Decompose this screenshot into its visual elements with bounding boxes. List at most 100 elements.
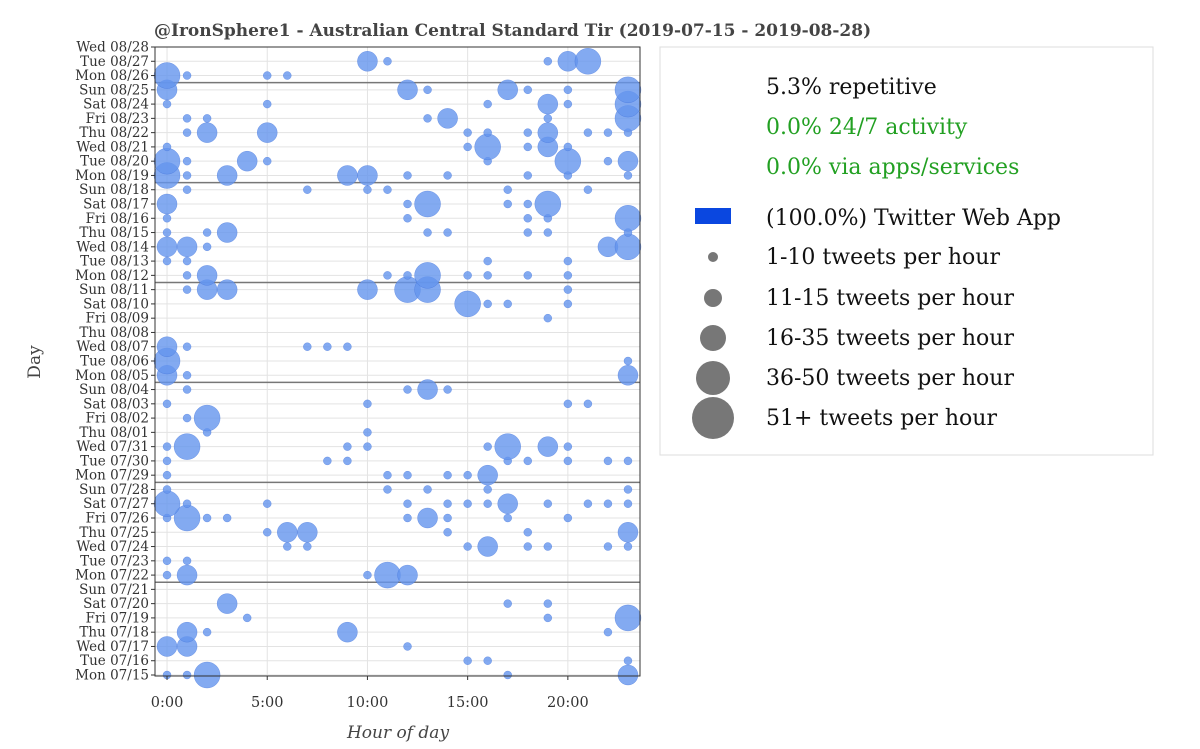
legend-size-label: 51+ tweets per hour [766,406,997,431]
legend-size-marker [704,289,722,307]
activity-bubble [262,156,272,166]
activity-bubble [623,656,633,665]
y-tick-label: Mon 08/26 [75,68,149,84]
activity-bubble [414,262,441,289]
legend-stat: 5.3% repetitive [766,75,937,100]
activity-bubble [563,456,573,466]
activity-bubble [262,99,272,109]
activity-bubble [563,442,573,451]
activity-bubble [483,499,492,508]
activity-bubble [523,542,533,551]
activity-bubble [463,470,472,480]
activity-bubble [182,342,192,351]
activity-bubble [617,664,639,686]
activity-bubble [614,604,642,632]
activity-bubble [454,290,481,318]
activity-bubble [357,165,378,186]
activity-bubble [623,456,633,466]
activity-bubble [563,256,573,266]
activity-bubble [153,490,181,517]
y-tick-label: Sun 08/25 [79,82,149,98]
activity-bubble [182,156,192,166]
x-tick-label: 20:00 [547,695,589,711]
activity-bubble [363,185,372,194]
activity-bubble [162,470,172,480]
x-tick-label: 10:00 [347,695,389,711]
activity-bubble [403,470,412,480]
y-tick-label: Sat 08/24 [83,97,149,113]
activity-bubble [182,256,192,266]
activity-bubble [623,542,633,551]
activity-bubble [162,399,172,409]
activity-bubble [443,499,452,508]
activity-bubble [483,442,492,451]
activity-bubble [503,513,512,523]
activity-bubble [617,522,639,543]
y-tick-label: Thu 08/01 [79,425,149,441]
legend-size-marker [696,361,730,395]
activity-bubble [162,256,172,266]
activity-bubble [323,456,332,466]
y-tick-label: Thu 07/18 [79,625,149,641]
activity-bubble [162,99,172,109]
activity-bubble [583,399,593,409]
activity-bubble [537,122,559,143]
activity-bubble [417,379,438,400]
activity-bubble [563,513,573,523]
activity-bubble [403,642,412,651]
activity-bubble [156,236,178,258]
activity-bubble [603,456,613,466]
activity-bubble [374,561,401,589]
activity-bubble [216,593,238,614]
activity-bubble [196,265,218,286]
activity-bubble [463,656,472,665]
x-axis-label: Hour of day [346,723,449,743]
legend-source-swatch [695,208,731,224]
y-tick-label: Wed 08/21 [76,139,149,155]
activity-bubble [443,385,452,394]
activity-bubble [563,399,573,409]
activity-bubble [603,627,613,637]
activity-bubble [363,442,372,451]
activity-bubble [503,299,512,309]
activity-bubble [483,656,492,665]
activity-bubble [343,456,352,466]
y-tick-label: Mon 08/05 [75,368,149,384]
activity-bubble [176,564,198,586]
legend-size-label: 16-35 tweets per hour [766,326,1014,351]
activity-bubble [363,399,372,409]
activity-bubble [403,513,412,523]
y-tick-label: Fri 07/26 [86,511,149,527]
y-tick-label: Wed 07/31 [76,439,149,455]
activity-bubble [483,299,492,309]
activity-bubble [182,128,192,137]
activity-bubble [182,71,192,80]
y-tick-label: Thu 07/25 [79,525,149,541]
y-tick-label: Thu 08/15 [79,225,149,241]
activity-bubble [303,342,312,351]
y-tick-label: Sun 07/28 [79,482,149,498]
activity-bubble [483,271,492,280]
activity-bubble [483,128,492,137]
activity-bubble [182,670,192,680]
activity-bubble [563,85,573,95]
activity-bubble [534,190,562,218]
legend-size-label: 1-10 tweets per hour [766,245,1000,270]
chart-title: @IronSphere1 - Australian Central Standa… [154,21,871,41]
y-tick-label: Wed 08/14 [76,239,149,255]
activity-bubble [162,228,172,237]
activity-bubble [216,279,238,300]
y-tick-label: Wed 08/07 [76,339,149,355]
y-tick-label: Tue 07/16 [80,653,149,669]
y-tick-label: Wed 08/28 [76,40,149,56]
activity-bubble [202,228,212,237]
activity-bubble [443,528,452,537]
activity-bubble [563,299,573,309]
x-tick-label: 5:00 [251,695,284,711]
activity-bubble [463,128,472,137]
legend-size-label: 11-15 tweets per hour [766,286,1014,311]
y-tick-label: Wed 07/17 [76,639,149,655]
activity-bubble [543,542,553,551]
